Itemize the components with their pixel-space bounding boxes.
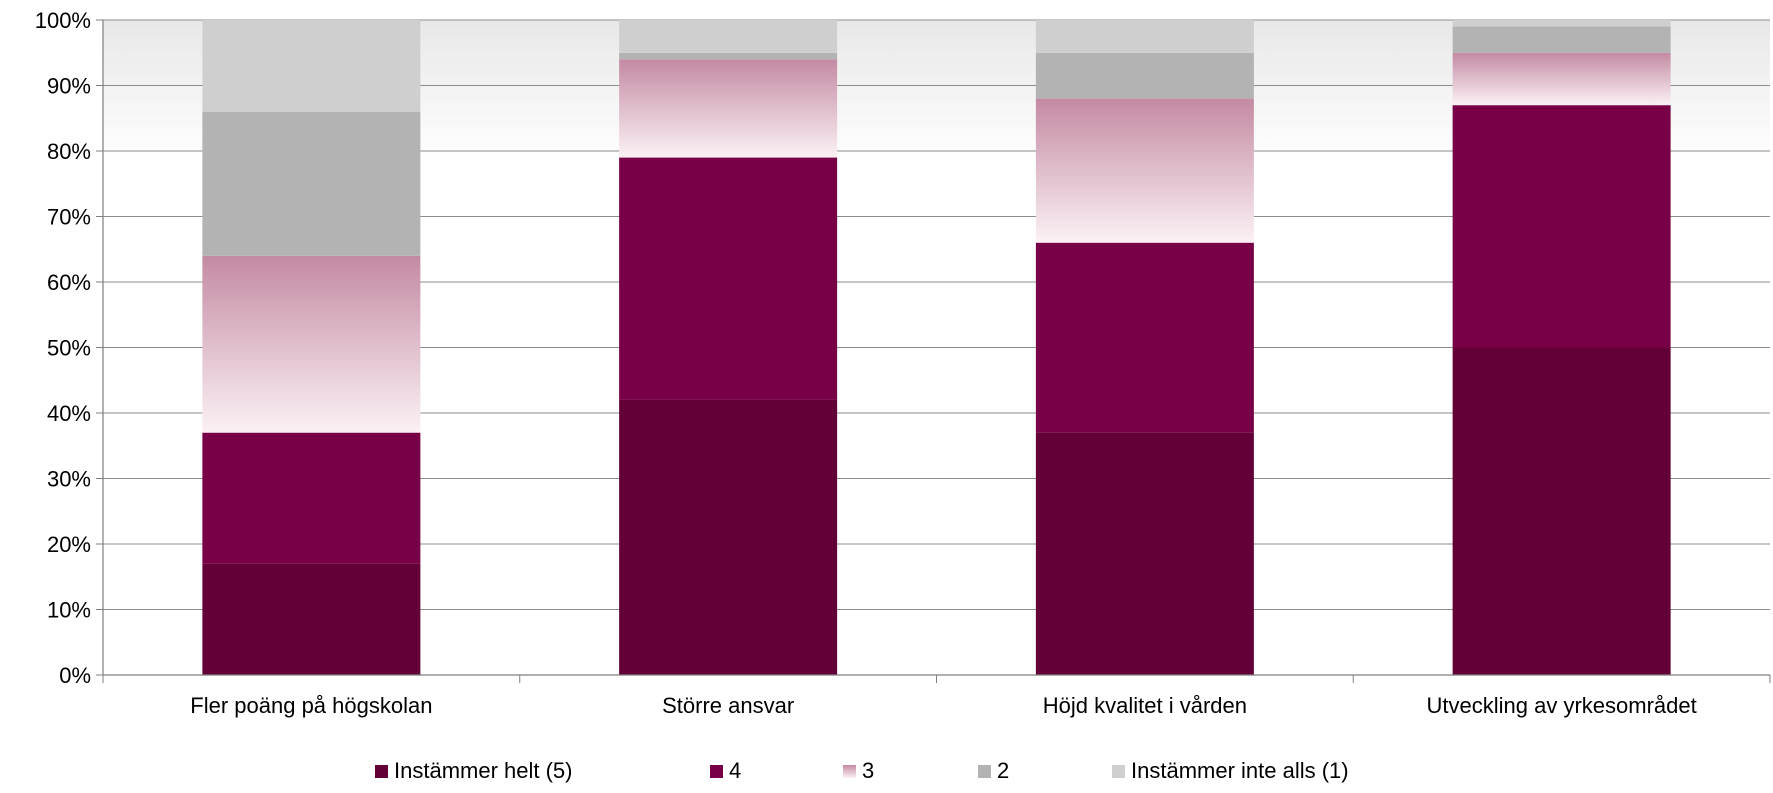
legend-item: Instämmer helt (5): [375, 758, 573, 784]
y-tick-label: 20%: [47, 532, 91, 557]
y-tick-label: 80%: [47, 139, 91, 164]
axes: [102, 20, 1771, 683]
bar-segment: [202, 111, 421, 256]
x-tick-label: Större ansvar: [662, 693, 794, 718]
bar-segment: [1452, 347, 1671, 675]
bar-segment: [619, 52, 838, 60]
y-tick-label: 70%: [47, 205, 91, 230]
legend: Instämmer helt (5) 4 3 2 Instämmer inte alls…: [0, 758, 1773, 788]
y-tick-label: 100%: [35, 8, 91, 33]
legend-swatch: [843, 764, 856, 778]
bar-segment: [202, 20, 421, 112]
x-tick-label: Utveckling av yrkesområdet: [1427, 693, 1697, 718]
bars: [202, 20, 1671, 675]
y-tick-labels: 0% 10% 20% 30% 40% 50% 60% 70% 80% 90% 100%: [35, 8, 91, 688]
y-tick-label: 40%: [47, 401, 91, 426]
bar-segment: [202, 563, 421, 675]
bar-segment: [619, 157, 838, 400]
legend-swatch: [375, 764, 388, 778]
legend-item: 2: [978, 758, 1009, 784]
legend-swatch: [1112, 764, 1125, 778]
bar-segment: [1035, 52, 1254, 99]
legend-swatch: [710, 764, 723, 778]
bar-segment: [619, 20, 838, 53]
y-tick-label: 90%: [47, 74, 91, 99]
legend-label: 2: [997, 758, 1010, 783]
y-tick-label: 50%: [47, 336, 91, 361]
y-tick-label: 10%: [47, 598, 91, 623]
bar-segment: [619, 59, 838, 158]
legend-item: 3: [843, 758, 874, 784]
bar-segment: [1035, 98, 1254, 243]
legend-label: 3: [862, 758, 875, 783]
y-tick-label: 60%: [47, 270, 91, 295]
legend-swatch: [978, 764, 991, 778]
bar-segment: [1452, 105, 1671, 348]
y-tick-label: 30%: [47, 467, 91, 492]
bar-segment: [619, 399, 838, 675]
x-tick-label: Fler poäng på högskolan: [190, 693, 432, 718]
legend-item: Instämmer inte alls (1): [1112, 758, 1349, 784]
x-tick-labels: Fler poäng på högskolan Större ansvar Höjd…: [190, 693, 1696, 718]
bar-segment: [202, 255, 421, 433]
legend-label: 4: [729, 758, 742, 783]
bar-segment: [1035, 242, 1254, 433]
legend-item: 4: [710, 758, 741, 784]
legend-label: Instämmer helt (5): [394, 758, 573, 783]
y-tick-label: 0%: [59, 663, 91, 688]
bar-segment: [1452, 20, 1671, 27]
bar-segment: [1452, 26, 1671, 53]
bar-segment: [202, 432, 421, 564]
bar-segment: [1452, 52, 1671, 106]
legend-label: Instämmer inte alls (1): [1131, 758, 1349, 783]
bar-segment: [1035, 20, 1254, 53]
bar-segment: [1035, 432, 1254, 675]
x-tick-label: Höjd kvalitet i vården: [1043, 693, 1247, 718]
